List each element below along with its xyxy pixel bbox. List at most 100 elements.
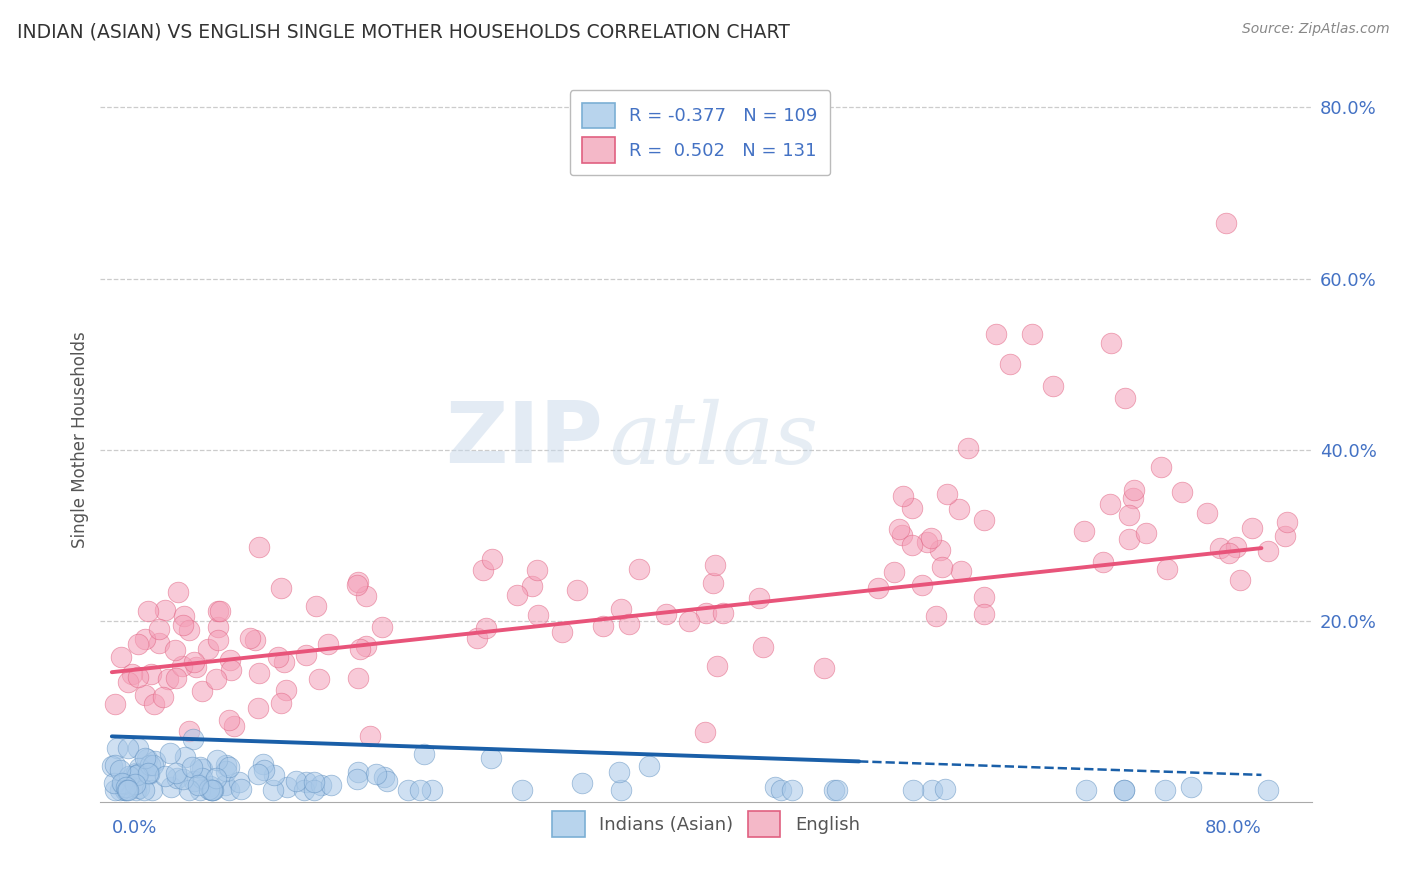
Point bbox=[215, 757, 238, 772]
Point bbox=[1209, 541, 1232, 556]
Point bbox=[934, 781, 956, 796]
Point bbox=[1091, 555, 1114, 569]
Point bbox=[921, 783, 943, 797]
Point bbox=[346, 578, 368, 592]
Point bbox=[209, 604, 232, 618]
Point bbox=[121, 769, 143, 783]
Point bbox=[118, 769, 141, 783]
Point bbox=[108, 783, 131, 797]
Point bbox=[205, 672, 228, 686]
Point bbox=[706, 659, 728, 673]
Point bbox=[110, 650, 132, 665]
Point bbox=[207, 619, 229, 633]
Point bbox=[229, 782, 252, 797]
Point bbox=[198, 779, 221, 793]
Point bbox=[903, 783, 925, 797]
Point bbox=[302, 783, 325, 797]
Point bbox=[191, 684, 214, 698]
Point bbox=[1171, 485, 1194, 500]
Point bbox=[247, 540, 270, 554]
Point bbox=[143, 697, 166, 711]
Point bbox=[201, 783, 224, 797]
Point bbox=[181, 760, 204, 774]
Point bbox=[200, 783, 222, 797]
Point bbox=[956, 442, 979, 456]
Point bbox=[354, 639, 377, 653]
Point bbox=[218, 783, 240, 797]
Point bbox=[177, 724, 200, 739]
Point bbox=[136, 766, 159, 780]
Point bbox=[1180, 780, 1202, 794]
Point bbox=[1274, 529, 1296, 543]
Point bbox=[920, 531, 942, 545]
Point bbox=[188, 760, 211, 774]
Point bbox=[294, 783, 316, 797]
Point bbox=[911, 577, 934, 591]
Point bbox=[471, 563, 494, 577]
Text: ZIP: ZIP bbox=[446, 399, 603, 482]
Point bbox=[1154, 783, 1177, 797]
Point bbox=[506, 588, 529, 602]
Point bbox=[160, 780, 183, 795]
Point bbox=[950, 564, 973, 578]
Point bbox=[370, 620, 392, 634]
Point bbox=[1112, 783, 1135, 797]
Point bbox=[813, 660, 835, 674]
Point bbox=[1257, 544, 1279, 558]
Point bbox=[780, 783, 803, 797]
Point bbox=[887, 523, 910, 537]
Point bbox=[172, 617, 194, 632]
Legend: Indians (Asian), English: Indians (Asian), English bbox=[546, 804, 868, 844]
Point bbox=[141, 783, 163, 797]
Point bbox=[1114, 392, 1136, 406]
Point bbox=[364, 767, 387, 781]
Point bbox=[609, 601, 631, 615]
Point bbox=[134, 688, 156, 702]
Point bbox=[183, 773, 205, 788]
Point bbox=[748, 591, 770, 605]
Point bbox=[408, 783, 430, 797]
Point bbox=[165, 672, 187, 686]
Point bbox=[1150, 459, 1173, 474]
Point bbox=[769, 783, 792, 797]
Point bbox=[125, 783, 148, 797]
Point bbox=[114, 780, 136, 795]
Point bbox=[973, 607, 995, 621]
Point bbox=[247, 665, 270, 680]
Point bbox=[316, 637, 339, 651]
Point bbox=[359, 730, 381, 744]
Point bbox=[142, 758, 165, 772]
Point bbox=[1218, 546, 1240, 560]
Point bbox=[112, 777, 135, 791]
Point bbox=[825, 783, 848, 797]
Point bbox=[823, 783, 845, 797]
Point bbox=[181, 732, 204, 747]
Point bbox=[1099, 335, 1122, 350]
Point bbox=[138, 767, 160, 781]
Point bbox=[551, 624, 574, 639]
Point bbox=[1074, 783, 1097, 797]
Point bbox=[465, 632, 488, 646]
Point bbox=[117, 674, 139, 689]
Point bbox=[925, 609, 948, 624]
Point bbox=[148, 636, 170, 650]
Point bbox=[711, 606, 734, 620]
Point bbox=[165, 766, 187, 780]
Point bbox=[159, 746, 181, 760]
Point bbox=[104, 783, 127, 797]
Point bbox=[117, 783, 139, 797]
Point bbox=[308, 672, 330, 686]
Point bbox=[111, 775, 134, 789]
Point bbox=[117, 741, 139, 756]
Point bbox=[239, 631, 262, 645]
Point bbox=[347, 671, 370, 685]
Point bbox=[128, 761, 150, 775]
Point bbox=[891, 527, 914, 541]
Point bbox=[610, 783, 633, 797]
Point bbox=[188, 783, 211, 797]
Point bbox=[479, 751, 502, 765]
Point bbox=[346, 772, 368, 786]
Point bbox=[607, 765, 630, 780]
Point bbox=[900, 501, 922, 516]
Point bbox=[273, 655, 295, 669]
